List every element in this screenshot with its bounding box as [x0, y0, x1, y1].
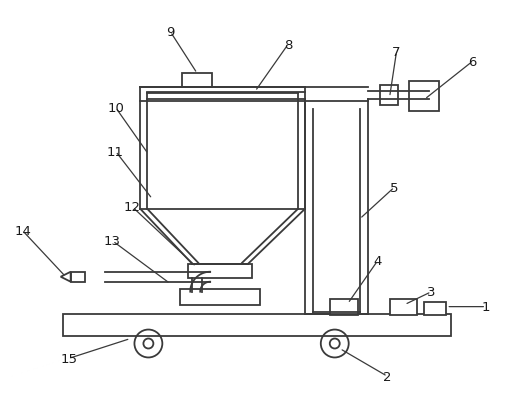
Text: 4: 4: [373, 255, 382, 267]
Bar: [330, 299, 358, 315]
Text: 13: 13: [104, 235, 121, 248]
Text: 12: 12: [124, 201, 141, 214]
Bar: [71, 272, 85, 282]
Bar: [390, 299, 417, 315]
Bar: [180, 289, 260, 305]
Text: 7: 7: [392, 46, 401, 59]
Text: 15: 15: [60, 352, 77, 365]
Text: 9: 9: [166, 26, 175, 39]
Bar: [63, 314, 451, 336]
Text: 5: 5: [390, 181, 399, 194]
Text: 2: 2: [383, 370, 392, 383]
Bar: [380, 86, 397, 106]
Text: 11: 11: [107, 145, 124, 158]
Bar: [425, 302, 446, 315]
Text: 14: 14: [15, 225, 31, 238]
Text: 10: 10: [107, 101, 124, 115]
Bar: [188, 264, 252, 278]
Text: 6: 6: [468, 56, 476, 69]
Text: 8: 8: [283, 39, 292, 52]
Bar: [183, 74, 212, 88]
Polygon shape: [61, 272, 71, 282]
Text: 1: 1: [482, 300, 491, 313]
Text: 3: 3: [427, 286, 436, 298]
Bar: [410, 82, 439, 112]
